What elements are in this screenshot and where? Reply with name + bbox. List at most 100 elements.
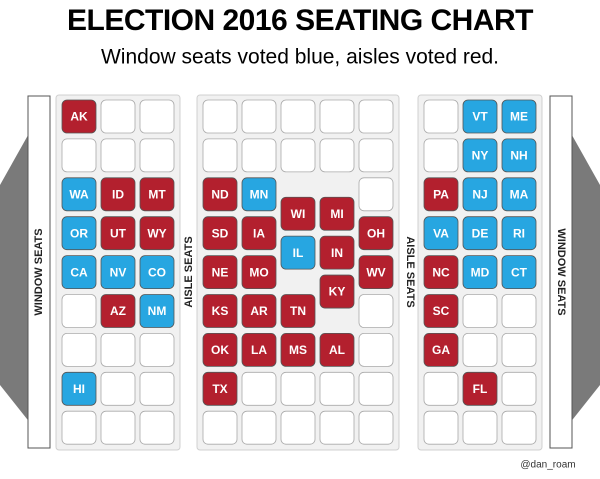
seat-box [61, 99, 97, 134]
seat: ID [100, 177, 136, 212]
seat-box [501, 255, 537, 290]
seat-label: WV [366, 265, 385, 279]
seat-label: AL [329, 343, 345, 357]
empty-seat [61, 332, 97, 367]
seat: CT [501, 255, 537, 290]
empty-seat [280, 99, 316, 134]
empty-seat [202, 410, 238, 445]
seat: TX [202, 371, 238, 406]
empty-seat [358, 177, 394, 212]
left-window-strip [27, 95, 51, 449]
seat-box [423, 216, 459, 251]
seat-label: NV [110, 265, 127, 279]
seat: GA [423, 332, 459, 367]
seat-box [501, 177, 537, 212]
seat-box [280, 294, 316, 328]
seat: WI [280, 196, 316, 231]
seat-box [202, 255, 238, 290]
seat-label: CT [511, 265, 528, 279]
seat-box [139, 216, 175, 251]
seat: NV [100, 255, 136, 290]
empty-seat [501, 410, 537, 445]
empty-seat [100, 332, 136, 367]
empty-seat [358, 99, 394, 134]
seat-label: IL [293, 246, 304, 260]
empty-seat [501, 371, 537, 406]
seat: IL [280, 235, 316, 270]
seats: AK WA OR CA HI ID UT NV AZ MT WY CO NM ND SD NE KS OK TX MN… [55, 94, 543, 451]
seat: CA [61, 255, 97, 290]
empty-seat [423, 99, 459, 134]
empty-seat [202, 138, 238, 173]
seat-label: CO [148, 265, 166, 279]
seat: TN [280, 294, 316, 328]
seat: AR [241, 294, 277, 328]
seat-box [241, 177, 277, 212]
seat-label: MS [289, 343, 307, 357]
empty-seat [61, 138, 97, 173]
seat: RI [501, 216, 537, 251]
subtitle: Window seats voted blue, aisles voted re… [101, 46, 499, 69]
seat-label: DE [472, 226, 489, 240]
seat-box [462, 216, 498, 251]
seat-box [241, 216, 277, 251]
seat-label: SD [212, 226, 229, 240]
seat-box [139, 177, 175, 212]
seat-label: KY [329, 285, 346, 299]
empty-seat [139, 371, 175, 406]
seat: FL [462, 371, 498, 406]
empty-seat [319, 99, 355, 134]
seat-box [462, 99, 498, 134]
seat-box [202, 216, 238, 251]
seat-label: WI [291, 207, 306, 221]
seat-label: MI [330, 207, 343, 221]
seat: AK [61, 99, 97, 134]
seat: DE [462, 216, 498, 251]
seat-label: ND [211, 187, 229, 201]
seat-label: WA [69, 187, 89, 201]
empty-seat [202, 99, 238, 134]
seat: VT [462, 99, 498, 134]
seat-label: OH [367, 226, 385, 240]
empty-seat [358, 371, 394, 406]
empty-seat [100, 410, 136, 445]
empty-seat [100, 99, 136, 134]
title: ELECTION 2016 SEATING CHART [67, 4, 533, 37]
seat: MS [280, 332, 316, 367]
aisle-seats-label: AISLE SEATS [183, 236, 195, 307]
seat-box [358, 255, 394, 290]
empty-seat [241, 371, 277, 406]
empty-seat [462, 332, 498, 367]
seat-label: GA [432, 343, 450, 357]
empty-seat [100, 371, 136, 406]
seat-box [462, 138, 498, 173]
seat-box [423, 332, 459, 367]
seat: CO [139, 255, 175, 290]
seat-label: NC [432, 265, 450, 279]
seat: AL [319, 332, 355, 367]
seat: WV [358, 255, 394, 290]
empty-seat [139, 138, 175, 173]
seat-box [61, 255, 97, 290]
seat-label: VA [433, 226, 449, 240]
seat-label: NH [510, 149, 527, 163]
window-seats-label: WINDOW SEATS [33, 228, 45, 315]
empty-seat [501, 294, 537, 328]
seat: IA [241, 216, 277, 251]
seat-label: MA [510, 187, 529, 201]
seat-box [423, 177, 459, 212]
seat-box [100, 177, 136, 212]
seat-label: RI [513, 226, 525, 240]
empty-seat [61, 294, 97, 328]
seat-label: OK [211, 343, 229, 357]
seat-box [139, 294, 175, 328]
seat-box [501, 138, 537, 173]
seat-label: NJ [472, 187, 487, 201]
seat-box [139, 255, 175, 290]
seat-label: FL [473, 382, 488, 396]
seat-label: HI [73, 382, 85, 396]
seat-label: TX [212, 382, 227, 396]
seat: ME [501, 99, 537, 134]
seat-box [100, 294, 136, 328]
seat: ND [202, 177, 238, 212]
